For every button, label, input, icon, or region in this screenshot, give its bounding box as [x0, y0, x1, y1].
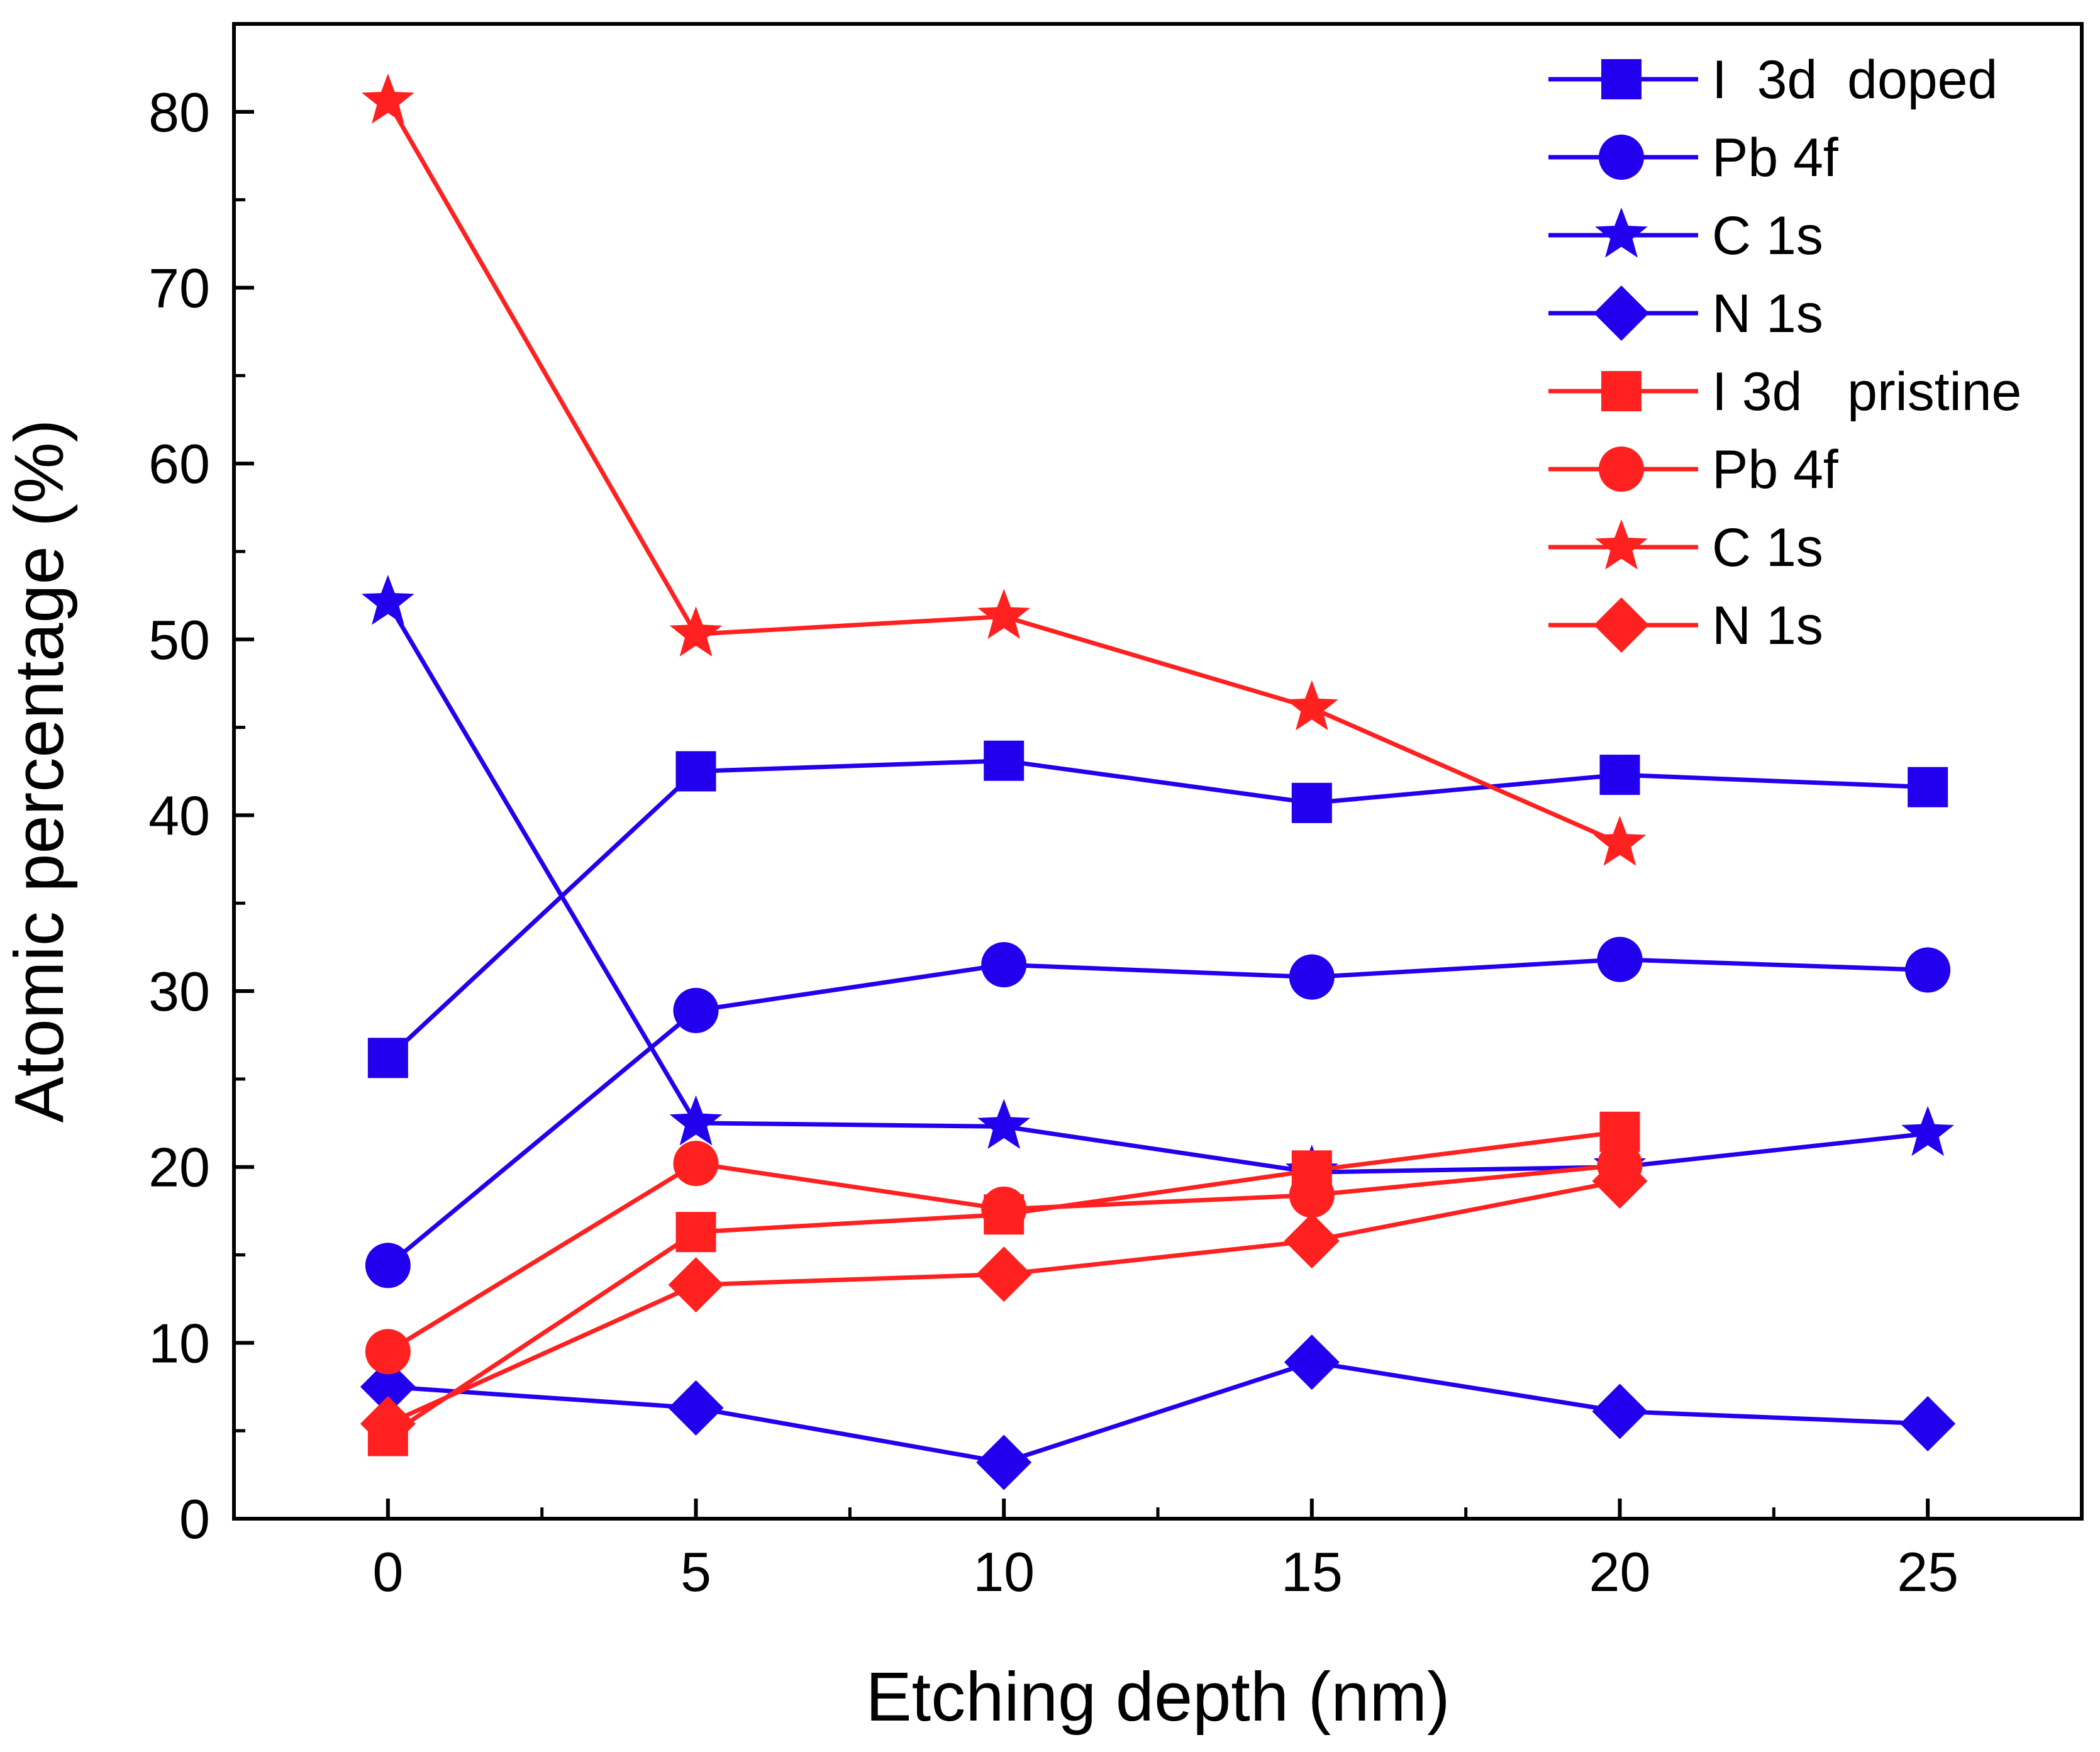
x-axis-title: Etching depth (nm) [865, 1658, 1450, 1736]
data-point [977, 1099, 1030, 1149]
legend-label: Pb 4f [1712, 440, 1839, 500]
data-point [360, 1359, 416, 1415]
series-pristine-diamond [360, 1153, 1648, 1451]
axis-ticks: 0 5 10 15 20 25 0 10 20 30 40 50 60 70 80 [148, 22, 1958, 1603]
data-point [668, 1380, 724, 1436]
y-tick-label: 80 [148, 81, 210, 143]
legend-marker [1599, 446, 1644, 492]
data-point [673, 987, 719, 1033]
legend-label: C 1s [1712, 206, 1823, 266]
data-point [669, 606, 723, 657]
legend-marker [1601, 59, 1642, 99]
series-line [387, 1360, 1928, 1465]
legend-item: C 1s [1548, 206, 1823, 266]
x-tick-label: 15 [1281, 1541, 1343, 1603]
data-point [1291, 782, 1332, 823]
y-tick-label: 50 [148, 609, 210, 671]
x-tick-label: 0 [372, 1541, 403, 1603]
data-point [1289, 954, 1335, 1000]
data-point [1599, 755, 1640, 796]
data-point [362, 575, 414, 625]
data-point [1286, 680, 1338, 731]
data-point [1592, 1153, 1648, 1209]
data-point [1284, 1334, 1340, 1390]
legend-label: I 3d pristine [1712, 362, 2021, 422]
legend-label: I 3d doped [1712, 50, 1997, 110]
legend-marker [1599, 135, 1644, 180]
legend-item: I 3d doped [1548, 50, 1997, 110]
series-layer [360, 74, 1956, 1490]
y-tick-label: 10 [148, 1312, 210, 1374]
legend-marker [1594, 286, 1649, 341]
y-tick-label: 30 [148, 960, 210, 1023]
series-doped-circle [365, 936, 1951, 1289]
data-point [976, 1246, 1032, 1302]
legend-marker [1595, 208, 1648, 258]
y-tick-label: 0 [179, 1488, 210, 1550]
data-point [984, 740, 1025, 781]
legend-label: Pb 4f [1712, 128, 1839, 188]
data-point [1900, 1395, 1956, 1451]
series-pristine-circle [365, 1141, 1643, 1375]
series-doped-square [367, 740, 1948, 1078]
y-axis-title: Atomic percentage (%) [1, 419, 78, 1123]
series-doped-diamond [360, 1334, 1956, 1490]
x-tick-label: 10 [973, 1541, 1035, 1603]
legend-item: C 1s [1548, 518, 1823, 578]
data-point [365, 1243, 411, 1289]
legend-marker [1601, 371, 1642, 411]
data-point [675, 751, 716, 792]
data-point [981, 942, 1027, 988]
y-tick-label: 70 [148, 257, 210, 319]
data-point [675, 1212, 716, 1253]
y-tick-label: 40 [148, 784, 210, 846]
series-pristine-star [362, 74, 1647, 866]
legend-item: Pb 4f [1548, 440, 1839, 500]
y-tick-label: 60 [148, 433, 210, 495]
legend-label: N 1s [1712, 284, 1823, 344]
series-line [386, 601, 1928, 1175]
data-point [1908, 767, 1948, 807]
legend-label: N 1s [1712, 596, 1823, 656]
y-tick-label: 20 [148, 1136, 210, 1199]
data-point [673, 1141, 719, 1187]
data-point [976, 1434, 1032, 1490]
series-doped-star [362, 575, 1954, 1195]
legend-item: N 1s [1548, 596, 1823, 656]
legend-item: N 1s [1548, 284, 1823, 344]
series-line [386, 758, 1928, 1060]
data-point [360, 1395, 416, 1451]
data-point [981, 1186, 1027, 1232]
data-point [1284, 1213, 1340, 1269]
data-point [1597, 936, 1643, 982]
data-point [1905, 947, 1951, 993]
legend-item: Pb 4f [1548, 128, 1839, 188]
legend-marker [1594, 597, 1649, 653]
legend-marker [1595, 519, 1648, 570]
data-point [1592, 1383, 1648, 1439]
x-tick-label: 20 [1589, 1541, 1651, 1603]
data-point [367, 1038, 408, 1078]
data-point [362, 74, 414, 124]
x-tick-label: 25 [1897, 1541, 1958, 1603]
legend-item: I 3d pristine [1548, 362, 2021, 422]
series-line [386, 100, 1621, 846]
data-point [977, 589, 1030, 639]
legend: I 3d doped Pb 4f C 1s N 1s I 3d pristine Pb 4… [1548, 50, 2021, 656]
data-point [1901, 1106, 1954, 1156]
data-point [1593, 816, 1647, 866]
legend-label: C 1s [1712, 518, 1823, 578]
data-point [1289, 1172, 1335, 1218]
x-tick-label: 5 [681, 1541, 711, 1603]
series-line [386, 957, 1928, 1268]
data-point [365, 1329, 411, 1375]
data-point [668, 1257, 724, 1313]
data-point [669, 1095, 723, 1146]
